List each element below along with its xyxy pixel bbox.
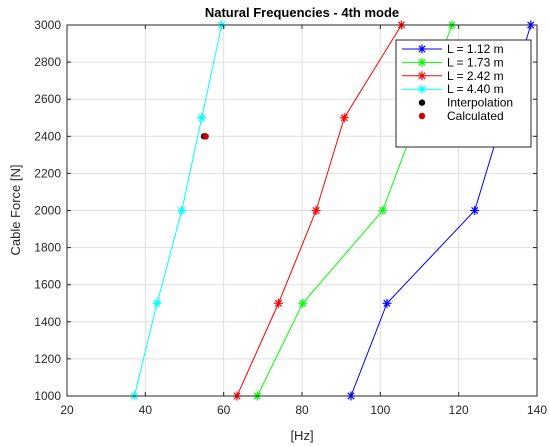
x-tick-label: 80: [295, 403, 309, 417]
x-tick-label: 140: [527, 403, 547, 417]
y-tick-label: 2400: [34, 129, 61, 143]
legend-dot-4: [418, 99, 426, 106]
series-0-marker: [470, 206, 480, 215]
legend-dot-5: [418, 112, 426, 120]
y-tick-label: 1600: [34, 278, 61, 292]
y-tick-label: 2200: [34, 166, 61, 180]
legend-label: L = 1.12 m: [447, 42, 504, 56]
series-1-marker: [378, 206, 388, 215]
y-axis-label: Cable Force [N]: [8, 164, 23, 255]
legend-label: L = 4.40 m: [447, 82, 504, 96]
y-tick-label: 1800: [34, 241, 61, 255]
y-tick-label: 2800: [34, 55, 61, 69]
y-axis-ticks: 1000 1200 1400 1600 1800 2000 2200 2400 2600 2800…: [34, 18, 537, 403]
legend-label: Calculated: [447, 109, 504, 123]
series-2-marker: [274, 298, 283, 308]
legend: L = 1.12 mL = 1.73 mL = 2.42 mL = 4.40 m…: [395, 39, 532, 148]
y-tick-label: 2000: [34, 204, 61, 218]
x-axis-ticks: 20 40 60 80 100 120 140: [60, 25, 547, 417]
y-tick-label: 1400: [34, 315, 61, 329]
x-tick-label: 40: [139, 403, 153, 417]
series-3-marker: [197, 113, 207, 123]
legend-marker-2: [417, 71, 427, 81]
y-tick-label: 1200: [34, 352, 61, 366]
series-0-marker: [382, 298, 392, 308]
y-tick-label: 1000: [34, 389, 61, 403]
series-3-marker: [152, 298, 162, 308]
legend-marker-3: [417, 84, 427, 94]
single-points: [200, 133, 209, 140]
series-2-marker: [339, 113, 349, 123]
x-tick-label: 60: [217, 403, 231, 417]
point-1: [202, 133, 209, 140]
series-3-marker: [177, 206, 187, 215]
y-tick-label: 2600: [34, 92, 61, 106]
series-1-marker: [298, 298, 308, 308]
y-tick-label: 3000: [34, 18, 61, 32]
legend-label: Interpolation: [447, 96, 513, 110]
x-axis-label: [Hz]: [290, 428, 313, 443]
legend-box: [395, 39, 532, 148]
legend-marker-0: [417, 44, 427, 54]
legend-label: L = 2.42 m: [447, 69, 504, 83]
x-tick-label: 120: [449, 403, 469, 417]
legend-marker-1: [417, 57, 427, 67]
legend-label: L = 1.73 m: [447, 55, 504, 69]
chart-title: Natural Frequencies - 4th mode: [205, 5, 399, 20]
x-tick-label: 100: [370, 403, 390, 417]
series-2-marker: [311, 206, 321, 215]
x-tick-label: 20: [60, 403, 74, 417]
